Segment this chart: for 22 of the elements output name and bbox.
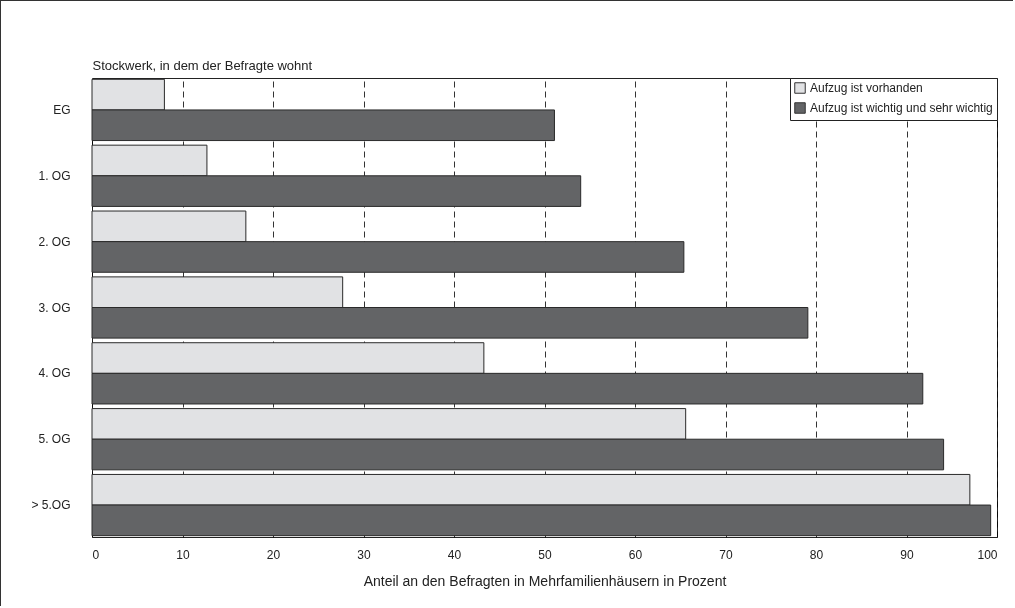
x-tick-label: 40 (447, 547, 462, 562)
y-axis-title: Stockwerk, in dem der Befragte wohnt (92, 57, 313, 73)
y-tick-label: 3. OG (38, 300, 71, 315)
y-tick-label: 4. OG (38, 366, 71, 381)
x-tick-label: 50 (538, 547, 552, 562)
x-tick-label: 0 (92, 547, 100, 562)
x-tick-label: 30 (357, 547, 371, 562)
x-tick-label: 60 (628, 547, 643, 562)
x-tick-label: 100 (977, 547, 998, 562)
y-tick-label: 2. OG (38, 234, 71, 249)
y-tick-label: EG (53, 102, 71, 117)
y-tick-label: 5. OG (38, 432, 71, 447)
y-tick-label: 1. OG (38, 168, 71, 183)
legend-label: Aufzug ist wichtig und sehr wichtig (810, 101, 993, 115)
x-tick-label: 10 (176, 547, 190, 562)
legend-label: Aufzug ist vorhanden (810, 81, 923, 95)
y-tick-label: > 5.OG (31, 498, 71, 513)
x-tick-label: 20 (266, 547, 281, 562)
x-tick-label: 80 (809, 547, 824, 562)
x-tick-label: 70 (719, 547, 733, 562)
x-tick-label: 90 (900, 547, 914, 562)
x-axis-title: Anteil an den Befragten in Mehrfamilienhäusern in Prozent (363, 572, 727, 589)
